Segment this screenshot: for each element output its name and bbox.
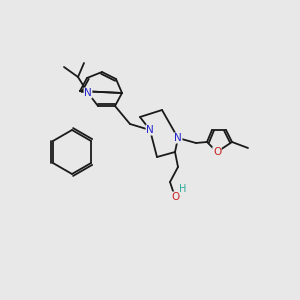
Text: H: H xyxy=(179,184,187,194)
Text: O: O xyxy=(171,192,179,202)
Text: N: N xyxy=(84,88,92,98)
Text: N: N xyxy=(174,133,182,143)
Text: O: O xyxy=(213,147,221,157)
Text: N: N xyxy=(146,125,154,135)
